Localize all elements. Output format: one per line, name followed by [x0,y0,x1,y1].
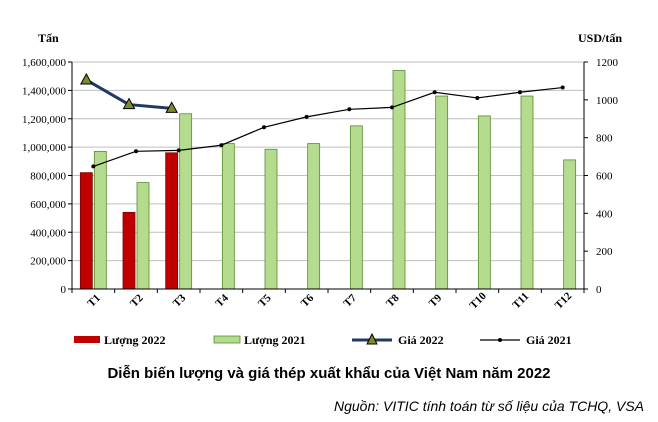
right-axis-unit-label: USD/tấn [578,31,622,45]
x-axis-tick-label: T9 [427,292,445,310]
bar-luong-2021-T9 [435,95,449,290]
bar-luong-2021-T10 [477,115,491,290]
legend-label: Giá 2021 [526,333,572,347]
bar-luong-2022-T1 [79,172,93,290]
bar-luong-2021-T12 [563,159,577,290]
bar-luong-2022-T3 [165,152,179,290]
point-gia-2021-T3 [176,148,181,153]
right-axis-tick-label: 400 [596,208,613,220]
legend-marker-gia-2022 [366,332,378,345]
bar-luong-2021-T11 [520,95,534,290]
bar-luong-2021-T2 [136,182,150,290]
point-gia-2021-T7 [347,107,352,112]
point-gia-2021-T10 [475,95,480,100]
legend-item: Giá 2021 [480,333,572,347]
bar-luong-2021-T7 [349,125,363,290]
point-gia-2022-T3 [165,101,179,113]
legend-label: Lượng 2022 [104,333,166,347]
legend-item: Lượng 2021 [213,333,306,347]
x-axis-tick-label: T7 [341,292,359,310]
left-axis-tick-label: 1,600,000 [22,57,67,69]
point-gia-2021-T9 [432,90,437,95]
legend-item: Lượng 2022 [74,333,166,347]
left-axis-tick-label: 600,000 [30,199,66,211]
right-axis-tick-label: 200 [596,246,613,258]
x-axis-tick-label: T2 [128,292,146,310]
left-axis-tick-label: 200,000 [30,256,66,268]
legend-swatch-luong-2022 [74,336,100,343]
legend-marker-gia-2021 [498,338,502,342]
legend-label: Giá 2022 [398,333,444,347]
point-gia-2021-T12 [560,85,565,90]
point-gia-2022-T2 [122,97,136,110]
right-axis-tick-label: 800 [596,133,613,145]
point-gia-2021-T2 [134,149,138,154]
point-gia-2021-T6 [304,114,309,119]
left-axis-tick-label: 0 [61,284,67,296]
x-axis-tick-label: T3 [171,292,189,310]
right-axis-tick-label: 0 [596,284,602,296]
x-axis-tick-label: T11 [510,290,531,311]
bar-luong-2021-T1 [93,150,107,290]
bar-series [79,70,577,290]
line-gia-2021 [93,86,563,167]
steel-export-chart: 0 200,000 400,000 600,000 800,000 1,000,000 1,… [22,31,622,347]
x-axis-tick-label: T12 [553,290,575,312]
legend: Lượng 2022 Lượng 2021 Giá 2022 Giá 2021 [74,332,572,347]
point-gia-2021-T1 [91,164,96,169]
chart-title: Diễn biến lượng và giá thép xuất khẩu củ… [107,365,551,382]
x-axis-tick-label: T1 [85,292,103,310]
point-gia-2021-T8 [390,105,394,110]
right-axis-tick-label: 1000 [596,95,619,107]
point-gia-2021-T11 [518,90,522,95]
x-axis-tick-label: T5 [256,292,274,310]
line-series [79,72,565,169]
bar-luong-2021-T4 [221,143,235,290]
left-axis-tick-label: 800,000 [30,171,66,183]
x-axis-tick-label: T8 [384,292,402,310]
point-gia-2022-T1 [79,72,93,85]
bar-luong-2021-T6 [307,143,321,290]
right-axis-tick-label: 1200 [596,57,619,69]
chart-source: Nguồn: VITIC tính toán từ số liệu của TC… [333,398,644,414]
left-axis-tick-label: 1,400,000 [22,85,67,97]
left-axis-unit-label: Tấn [38,31,59,45]
plot-area-grid [72,61,584,262]
x-axis-tick-label: T6 [299,292,317,310]
x-axis-tick-label: T4 [213,292,231,310]
right-axis-tick-label: 600 [596,171,613,183]
point-gia-2021-T4 [219,143,224,148]
point-gia-2021-T5 [262,125,266,130]
left-axis-tick-label: 1,000,000 [22,142,67,154]
left-axis-tick-label: 400,000 [30,227,66,239]
legend-label: Lượng 2021 [244,333,306,347]
legend-swatch-luong-2021 [213,335,241,344]
legend-item: Giá 2022 [352,332,444,347]
left-axis-tick-label: 1,200,000 [22,114,67,126]
x-axis-tick-label: T10 [467,290,489,312]
bar-luong-2022-T2 [122,211,136,290]
bar-luong-2021-T3 [179,113,193,290]
bar-luong-2021-T5 [264,148,278,290]
